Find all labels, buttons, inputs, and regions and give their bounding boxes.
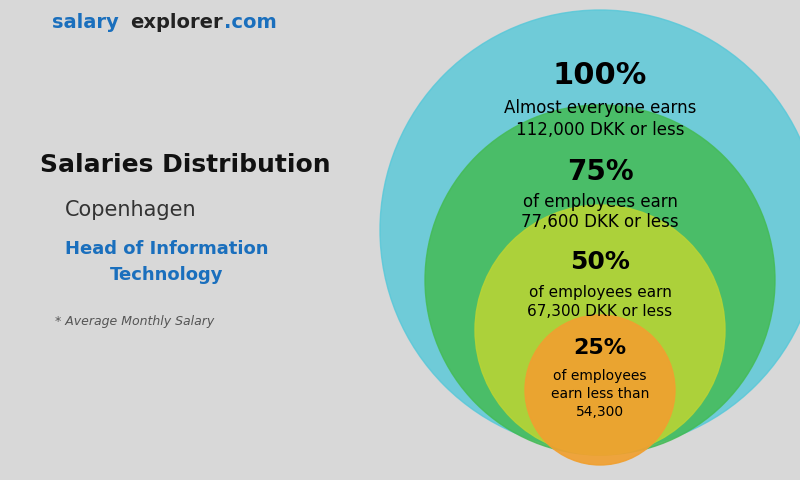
Text: of employees: of employees: [554, 369, 646, 383]
Text: Almost everyone earns: Almost everyone earns: [504, 99, 696, 117]
Circle shape: [425, 105, 775, 455]
Text: 50%: 50%: [570, 250, 630, 274]
Circle shape: [475, 205, 725, 455]
Text: Head of Information
Technology: Head of Information Technology: [65, 240, 269, 284]
Text: salary: salary: [52, 12, 118, 32]
Text: Copenhagen: Copenhagen: [65, 200, 197, 220]
Text: * Average Monthly Salary: * Average Monthly Salary: [55, 315, 214, 328]
Text: 112,000 DKK or less: 112,000 DKK or less: [516, 121, 684, 139]
Circle shape: [525, 315, 675, 465]
Text: 25%: 25%: [574, 338, 626, 358]
Text: earn less than: earn less than: [551, 387, 649, 401]
Text: 54,300: 54,300: [576, 405, 624, 419]
Text: .com: .com: [224, 12, 277, 32]
Text: 100%: 100%: [553, 60, 647, 89]
Text: explorer: explorer: [130, 12, 222, 32]
Text: Salaries Distribution: Salaries Distribution: [40, 153, 330, 177]
Text: 77,600 DKK or less: 77,600 DKK or less: [521, 213, 679, 231]
Text: of employees earn: of employees earn: [522, 193, 678, 211]
Text: 75%: 75%: [566, 158, 634, 186]
Text: of employees earn: of employees earn: [529, 286, 671, 300]
Circle shape: [380, 10, 800, 450]
Text: 67,300 DKK or less: 67,300 DKK or less: [527, 304, 673, 320]
